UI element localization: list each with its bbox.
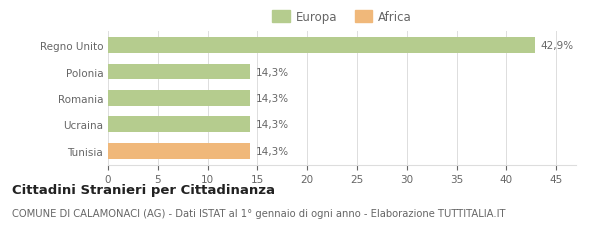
Text: 14,3%: 14,3%: [256, 93, 289, 104]
Bar: [108, 143, 250, 159]
Bar: [108, 117, 250, 133]
Bar: [108, 64, 250, 80]
Text: 14,3%: 14,3%: [256, 120, 289, 130]
Text: COMUNE DI CALAMONACI (AG) - Dati ISTAT al 1° gennaio di ogni anno - Elaborazione: COMUNE DI CALAMONACI (AG) - Dati ISTAT a…: [12, 208, 505, 218]
Bar: [108, 91, 250, 106]
Text: 42,9%: 42,9%: [540, 41, 573, 51]
Text: Cittadini Stranieri per Cittadinanza: Cittadini Stranieri per Cittadinanza: [12, 183, 275, 196]
Legend: Europa, Africa: Europa, Africa: [272, 11, 412, 24]
Text: 14,3%: 14,3%: [256, 67, 289, 77]
Bar: [108, 38, 535, 54]
Text: 14,3%: 14,3%: [256, 146, 289, 156]
